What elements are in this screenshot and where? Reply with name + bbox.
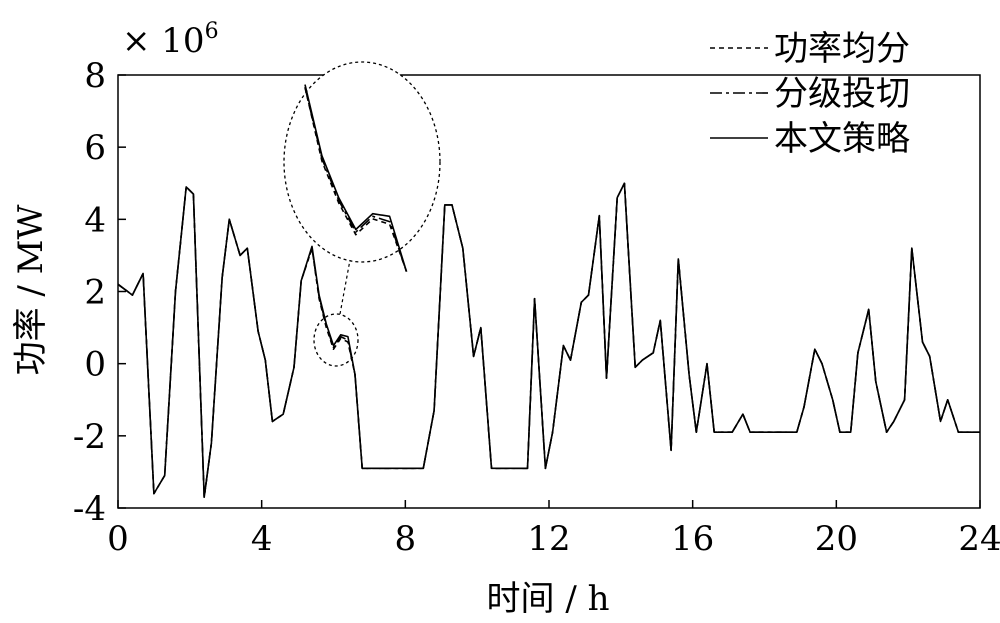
legend-label-2: 分级投切 bbox=[774, 74, 910, 114]
x-tick-label: 24 bbox=[958, 519, 1000, 559]
x-tick-label: 0 bbox=[107, 519, 129, 559]
inset-series-line-3 bbox=[304, 84, 408, 272]
x-tick-label: 12 bbox=[527, 519, 570, 559]
zoom-source-ellipse bbox=[313, 313, 359, 367]
x-axis-title: 时间 / h bbox=[487, 579, 610, 619]
y-tick-label: 2 bbox=[84, 273, 106, 313]
y-tick-label: 4 bbox=[84, 200, 106, 240]
series-line-3 bbox=[117, 182, 980, 499]
y-axis-title: 功率 / MW bbox=[11, 205, 51, 376]
y-tick-label: 6 bbox=[84, 128, 106, 168]
legend-label-1: 功率均分 bbox=[774, 29, 910, 69]
y-tick-label: -2 bbox=[73, 417, 106, 457]
y-multiplier-label: × 106 bbox=[122, 19, 219, 61]
inset-series-line-2 bbox=[304, 87, 408, 272]
x-tick-label: 16 bbox=[671, 519, 714, 559]
y-tick-label: 0 bbox=[84, 345, 106, 385]
zoom-connector bbox=[339, 259, 351, 315]
inset-series-line-1 bbox=[304, 87, 408, 272]
x-tick-label: 4 bbox=[251, 519, 273, 559]
y-tick-label: -4 bbox=[73, 489, 106, 529]
y-tick-label: 8 bbox=[84, 56, 106, 96]
zoom-inset bbox=[283, 61, 441, 367]
zoom-view-ellipse bbox=[283, 61, 441, 263]
x-tick-label: 8 bbox=[395, 519, 417, 559]
x-tick-label: 20 bbox=[815, 519, 858, 559]
legend-label-3: 本文策略 bbox=[774, 119, 910, 159]
series-layer bbox=[117, 182, 980, 499]
